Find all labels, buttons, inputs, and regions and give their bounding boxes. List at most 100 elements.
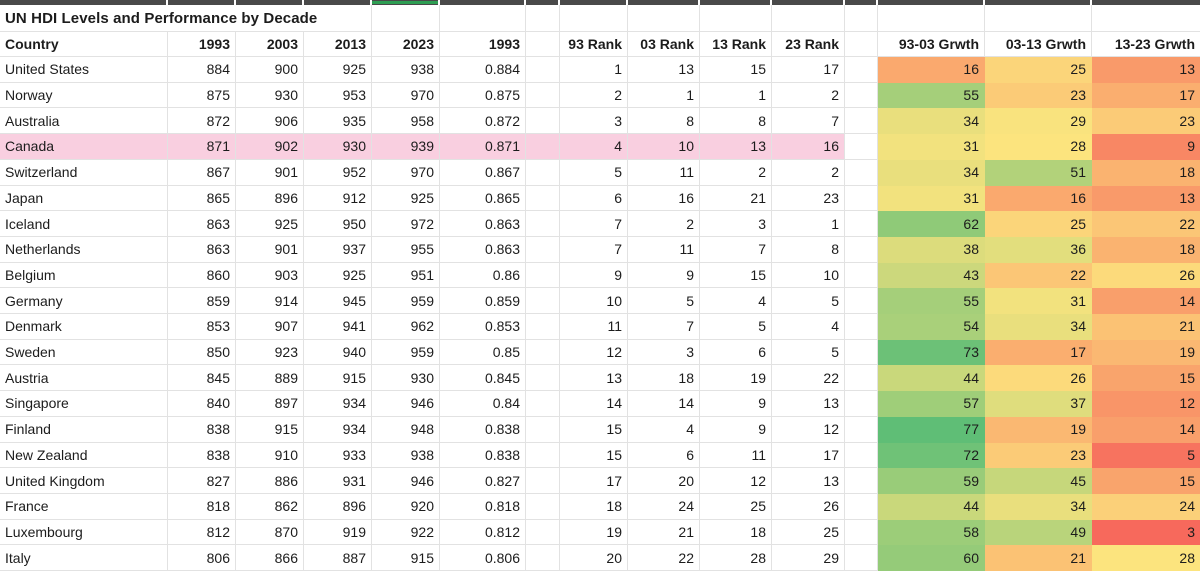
title-row-empty-cell[interactable] <box>985 5 1092 32</box>
cell-r03[interactable]: 11 <box>628 159 700 186</box>
cell-r23[interactable]: 12 <box>772 416 845 443</box>
cell-g0313[interactable]: 25 <box>985 57 1092 83</box>
cell-y2003[interactable]: 870 <box>236 519 304 546</box>
title-row-empty-cell[interactable] <box>440 5 526 32</box>
spacer-cell[interactable] <box>845 288 878 314</box>
cell-hdi1993[interactable]: 0.838 <box>440 416 526 443</box>
cell-r13[interactable]: 1 <box>700 82 772 109</box>
cell-r03[interactable]: 21 <box>628 519 700 546</box>
spacer-cell[interactable] <box>845 545 878 571</box>
spacer-column-header[interactable] <box>526 32 560 57</box>
cell-y2023[interactable]: 939 <box>372 134 440 160</box>
cell-r13[interactable]: 6 <box>700 339 772 366</box>
cell-g9303[interactable]: 57 <box>878 391 985 417</box>
sheet-title-cell[interactable]: UN HDI Levels and Performance by Decade <box>0 5 372 32</box>
cell-r13[interactable]: 8 <box>700 108 772 135</box>
cell-g9303[interactable]: 59 <box>878 468 985 494</box>
cell-r03[interactable]: 1 <box>628 82 700 109</box>
cell-r93[interactable]: 9 <box>560 262 628 289</box>
column-header-hdi1993[interactable]: 1993 <box>440 32 526 57</box>
cell-g1323[interactable]: 23 <box>1092 108 1200 135</box>
cell-r23[interactable]: 16 <box>772 134 845 160</box>
cell-y2023[interactable]: 948 <box>372 416 440 443</box>
cell-y1993[interactable]: 838 <box>168 416 236 443</box>
cell-y2023[interactable]: 920 <box>372 493 440 520</box>
cell-y1993[interactable]: 863 <box>168 236 236 263</box>
spacer-cell[interactable] <box>845 108 878 135</box>
cell-r13[interactable]: 25 <box>700 493 772 520</box>
cell-g1323[interactable]: 14 <box>1092 288 1200 314</box>
column-header-g9303[interactable]: 93-03 Grwth <box>878 32 985 57</box>
cell-r23[interactable]: 17 <box>772 442 845 469</box>
cell-hdi1993[interactable]: 0.845 <box>440 365 526 392</box>
cell-y2023[interactable]: 922 <box>372 519 440 546</box>
cell-r23[interactable]: 4 <box>772 314 845 340</box>
cell-r13[interactable]: 21 <box>700 185 772 212</box>
title-row-empty-cell[interactable] <box>628 5 700 32</box>
cell-r03[interactable]: 18 <box>628 365 700 392</box>
cell-y2003[interactable]: 862 <box>236 493 304 520</box>
cell-y2023[interactable]: 959 <box>372 288 440 314</box>
cell-g1323[interactable]: 9 <box>1092 134 1200 160</box>
cell-y2023[interactable]: 938 <box>372 57 440 83</box>
title-row-empty-cell[interactable] <box>372 5 440 32</box>
cell-r93[interactable]: 4 <box>560 134 628 160</box>
cell-y1993[interactable]: 871 <box>168 134 236 160</box>
cell-g0313[interactable]: 31 <box>985 288 1092 314</box>
cell-hdi1993[interactable]: 0.84 <box>440 391 526 417</box>
cell-g1323[interactable]: 24 <box>1092 493 1200 520</box>
title-row-empty-cell[interactable] <box>878 5 985 32</box>
spacer-cell[interactable] <box>526 211 560 237</box>
cell-g1323[interactable]: 15 <box>1092 365 1200 392</box>
cell-y2023[interactable]: 970 <box>372 159 440 186</box>
cell-hdi1993[interactable]: 0.863 <box>440 211 526 237</box>
cell-y2023[interactable]: 915 <box>372 545 440 571</box>
cell-y2003[interactable]: 923 <box>236 339 304 366</box>
cell-y2013[interactable]: 915 <box>304 365 372 392</box>
spacer-cell[interactable] <box>845 468 878 494</box>
cell-g0313[interactable]: 19 <box>985 416 1092 443</box>
cell-r13[interactable]: 2 <box>700 159 772 186</box>
spacer-cell[interactable] <box>526 314 560 340</box>
cell-r03[interactable]: 8 <box>628 108 700 135</box>
cell-y1993[interactable]: 845 <box>168 365 236 392</box>
cell-y2003[interactable]: 910 <box>236 442 304 469</box>
cell-y2013[interactable]: 940 <box>304 339 372 366</box>
cell-r13[interactable]: 11 <box>700 442 772 469</box>
spacer-cell[interactable] <box>526 185 560 212</box>
column-header-g0313[interactable]: 03-13 Grwth <box>985 32 1092 57</box>
cell-y1993[interactable]: 884 <box>168 57 236 83</box>
cell-country[interactable]: Finland <box>0 416 168 443</box>
cell-g1323[interactable]: 5 <box>1092 442 1200 469</box>
title-row-empty-cell[interactable] <box>560 5 628 32</box>
cell-r23[interactable]: 29 <box>772 545 845 571</box>
cell-r03[interactable]: 3 <box>628 339 700 366</box>
cell-y2003[interactable]: 896 <box>236 185 304 212</box>
cell-r23[interactable]: 2 <box>772 82 845 109</box>
cell-r93[interactable]: 7 <box>560 236 628 263</box>
cell-country[interactable]: Japan <box>0 185 168 212</box>
cell-y2023[interactable]: 972 <box>372 211 440 237</box>
cell-r03[interactable]: 24 <box>628 493 700 520</box>
cell-y2023[interactable]: 958 <box>372 108 440 135</box>
column-header-y2023[interactable]: 2023 <box>372 32 440 57</box>
title-row-empty-cell[interactable] <box>772 5 845 32</box>
cell-y2023[interactable]: 970 <box>372 82 440 109</box>
cell-r93[interactable]: 14 <box>560 391 628 417</box>
cell-r03[interactable]: 20 <box>628 468 700 494</box>
cell-r03[interactable]: 4 <box>628 416 700 443</box>
cell-g9303[interactable]: 44 <box>878 365 985 392</box>
cell-g1323[interactable]: 28 <box>1092 545 1200 571</box>
cell-y2013[interactable]: 896 <box>304 493 372 520</box>
cell-r13[interactable]: 9 <box>700 391 772 417</box>
cell-country[interactable]: Sweden <box>0 339 168 366</box>
cell-r93[interactable]: 17 <box>560 468 628 494</box>
cell-r93[interactable]: 18 <box>560 493 628 520</box>
cell-y2013[interactable]: 887 <box>304 545 372 571</box>
cell-r03[interactable]: 13 <box>628 57 700 83</box>
cell-r93[interactable]: 15 <box>560 442 628 469</box>
cell-g0313[interactable]: 29 <box>985 108 1092 135</box>
cell-g0313[interactable]: 36 <box>985 236 1092 263</box>
spacer-cell[interactable] <box>526 365 560 392</box>
spacer-cell[interactable] <box>526 262 560 289</box>
